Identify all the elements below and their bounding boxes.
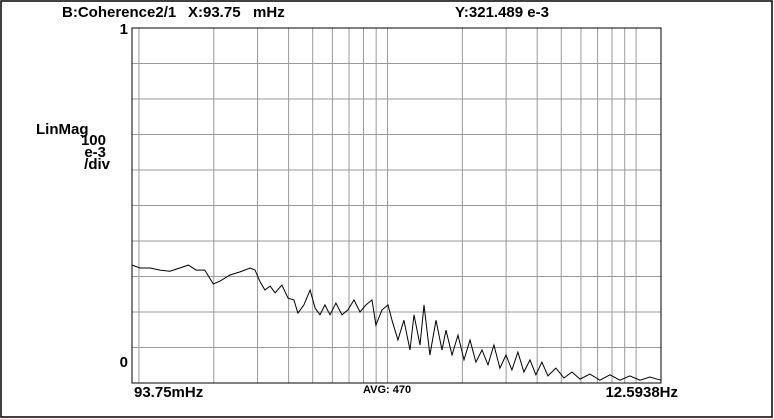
scale-div: /div (84, 156, 110, 173)
plot-frame (131, 27, 662, 384)
scale-unit: e-3 (84, 144, 106, 161)
x-end-label: 12.5938Hz (605, 384, 678, 401)
y-tick-label: 0 (120, 354, 128, 371)
scale-per-div: 100 (81, 132, 106, 149)
x-start-label: 93.75mHz (134, 384, 203, 401)
trace (131, 264, 662, 381)
average-label: AVG: 470 (363, 384, 411, 396)
x-marker: X:93.75 mHz (188, 4, 285, 21)
scale-mode: LinMag (36, 121, 89, 138)
y-tick-label: 1 (120, 21, 128, 38)
y-marker: Y:321.489 e-3 (455, 4, 549, 21)
trace-label: B:Coherence2/1 (62, 4, 176, 21)
